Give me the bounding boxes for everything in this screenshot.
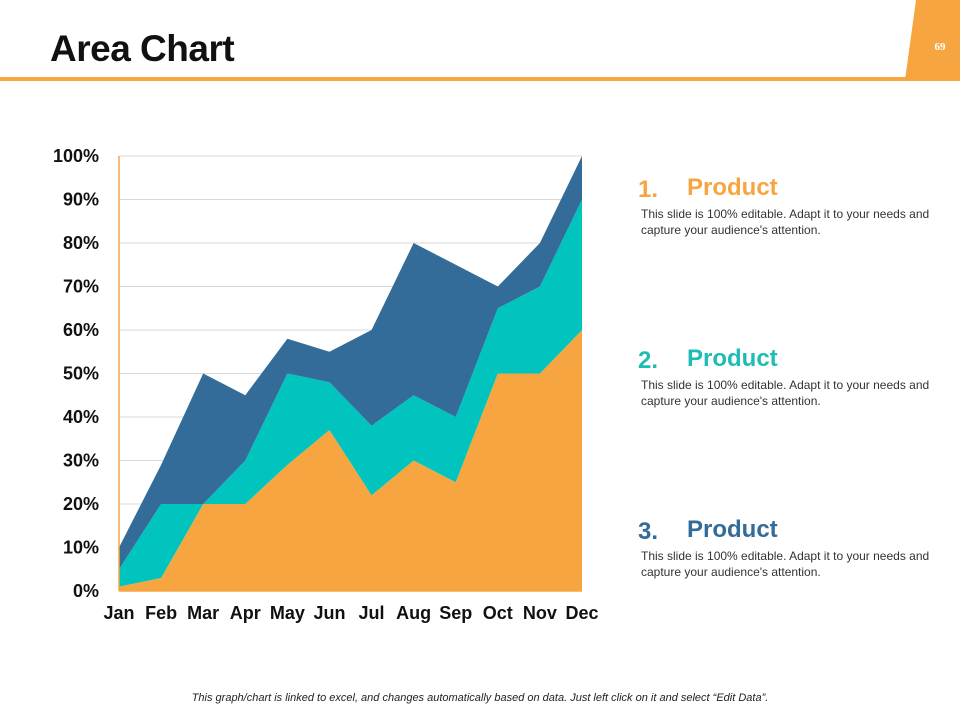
x-tick-label: Dec (565, 603, 598, 623)
page-number: 69 (934, 41, 946, 53)
legend-description-3: This slide is 100% editable. Adapt it to… (641, 549, 930, 579)
x-tick-label: Jun (313, 603, 345, 623)
legend-number-1: 1. (638, 176, 659, 203)
x-tick-label: Feb (145, 603, 177, 623)
y-tick-label: 50% (63, 364, 99, 384)
legend-number-3: 3. (638, 518, 659, 545)
x-tick-label: Aug (396, 603, 431, 623)
legend-item-2: 2. Product This slide is 100% editable. … (638, 345, 938, 409)
y-tick-label: 40% (63, 407, 99, 427)
y-tick-label: 10% (63, 538, 99, 558)
legend-label-2: Product (687, 345, 778, 372)
x-tick-label: Sep (439, 603, 472, 623)
legend-item-1: 1. Product This slide is 100% editable. … (638, 174, 938, 238)
legend-item-3: 3. Product This slide is 100% editable. … (638, 516, 938, 580)
title-underline (0, 77, 960, 81)
y-tick-label: 20% (63, 494, 99, 514)
legend-description-1: This slide is 100% editable. Adapt it to… (641, 207, 930, 237)
y-tick-label: 100% (53, 146, 99, 166)
y-tick-label: 80% (63, 233, 99, 253)
legend-description-2: This slide is 100% editable. Adapt it to… (641, 378, 930, 408)
y-tick-label: 30% (63, 451, 99, 471)
area-series-2 (119, 199, 582, 587)
y-tick-label: 0% (73, 581, 99, 601)
legend-label-3: Product (687, 516, 778, 543)
x-tick-label: Nov (523, 603, 557, 623)
legend-number-2: 2. (638, 347, 659, 374)
x-tick-label: Oct (483, 603, 513, 623)
x-tick-label: Apr (230, 603, 261, 623)
x-tick-label: Jan (103, 603, 134, 623)
y-tick-label: 60% (63, 320, 99, 340)
footnote: This graph/chart is linked to excel, and… (191, 692, 769, 704)
page-number-tab (905, 0, 960, 80)
area-series-1 (119, 330, 582, 591)
area-series-3 (119, 156, 582, 570)
slide-title: Area Chart (50, 28, 235, 69)
x-tick-label: May (270, 603, 305, 623)
legend-label-1: Product (687, 174, 778, 201)
x-tick-label: Mar (187, 603, 219, 623)
x-tick-label: Jul (359, 603, 385, 623)
y-tick-label: 70% (63, 277, 99, 297)
y-tick-label: 90% (63, 190, 99, 210)
